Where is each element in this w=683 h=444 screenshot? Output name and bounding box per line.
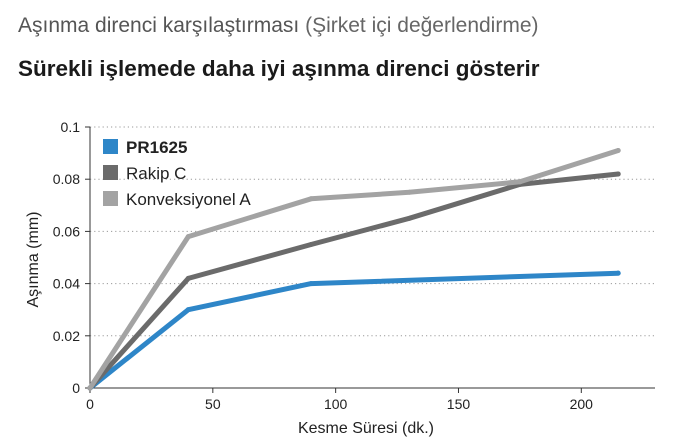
data-point-2-1 xyxy=(185,234,191,240)
y-tick-label-5: 0.1 xyxy=(61,119,81,135)
data-point-1-2 xyxy=(308,241,314,247)
chart-title: Sürekli işlemede daha iyi aşınma direnci… xyxy=(18,56,540,81)
subtitle-paren: (Şirket içi değerlendirme) xyxy=(305,14,539,37)
series-line-1 xyxy=(87,171,621,391)
x-tick-label-1: 50 xyxy=(205,396,221,412)
y-tick-label-1: 0.02 xyxy=(53,328,80,344)
chart-subtitle: Aşınma direnci karşılaştırması (Şirket i… xyxy=(18,14,539,38)
x-tick-label-3: 150 xyxy=(447,396,471,412)
legend-swatch-0 xyxy=(103,139,118,154)
x-tick-label-4: 200 xyxy=(570,396,594,412)
legend-swatch-1 xyxy=(103,165,118,180)
x-tick-label-2: 100 xyxy=(324,396,348,412)
legend: PR1625 Rakip C Konveksiyonel A xyxy=(103,138,251,209)
data-point-1-5 xyxy=(615,171,621,177)
y-tick-label-0: 0 xyxy=(72,380,80,396)
data-point-1-1 xyxy=(185,275,191,281)
y-axis-title: Aşınma (mm) xyxy=(25,212,42,308)
data-point-2-2 xyxy=(308,196,314,202)
data-point-0-3 xyxy=(615,270,621,276)
legend-label-0: PR1625 xyxy=(126,138,187,157)
legend-label-2: Konveksiyonel A xyxy=(126,190,251,209)
data-point-2-4 xyxy=(517,179,523,185)
series-line-0 xyxy=(87,270,621,391)
grid-lines xyxy=(90,126,655,337)
x-axis-title: Kesme Süresi (dk.) xyxy=(298,420,434,437)
series-line-2 xyxy=(87,148,621,391)
legend-swatch-2 xyxy=(103,191,118,206)
data-point-0-2 xyxy=(308,281,314,287)
data-point-1-3 xyxy=(406,215,412,221)
x-tick-label-0: 0 xyxy=(86,396,94,412)
data-point-2-5 xyxy=(615,147,621,153)
data-point-2-3 xyxy=(406,189,412,195)
axes: 0 0.02 0.04 0.06 0.08 0.1 0 50 100 150 200 Kesme Sü… xyxy=(25,119,655,437)
y-tick-label-3: 0.06 xyxy=(53,223,80,239)
y-tick-label-4: 0.08 xyxy=(53,171,80,187)
y-tick-label-2: 0.04 xyxy=(53,276,80,292)
subtitle-main: Aşınma direnci karşılaştırması xyxy=(18,14,300,37)
data-point-2-0 xyxy=(87,385,93,391)
legend-label-1: Rakip C xyxy=(126,164,186,183)
data-point-0-1 xyxy=(185,307,191,313)
series-lines xyxy=(87,147,621,391)
